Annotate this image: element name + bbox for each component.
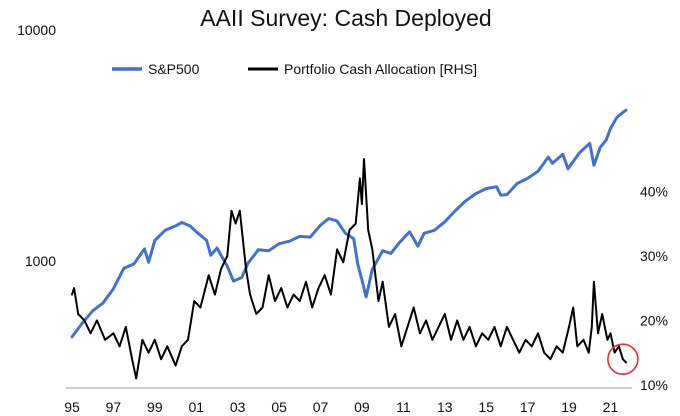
x-tick-label: 05	[271, 399, 287, 415]
left-tick-label: 1000	[25, 253, 56, 269]
x-tick-label: 21	[603, 399, 619, 415]
chart-title: AAII Survey: Cash Deployed	[200, 5, 491, 31]
x-tick-label: 17	[520, 399, 536, 415]
x-tick-label: 09	[354, 399, 370, 415]
legend: S&P500 Portfolio Cash Allocation [RHS]	[112, 61, 477, 77]
x-tick-label: 03	[230, 399, 246, 415]
annotation-layer	[607, 343, 639, 375]
x-tick-label: 07	[313, 399, 329, 415]
right-tick-label: 20%	[640, 312, 668, 328]
x-tick-label: 15	[478, 399, 494, 415]
x-tick-label: 13	[437, 399, 453, 415]
x-axis: 95 97 99 01 03 05 07 09 11 13 15 17 19 21	[64, 387, 632, 415]
right-tick-label: 40%	[640, 183, 668, 199]
x-tick-label: 97	[106, 399, 122, 415]
right-tick-label: 10%	[640, 377, 668, 393]
x-tick-label: 95	[64, 399, 80, 415]
left-axis: 1000 10000	[17, 22, 56, 269]
legend-label-sp500: S&P500	[148, 61, 200, 77]
x-tick-label: 99	[147, 399, 163, 415]
legend-label-cash: Portfolio Cash Allocation [RHS]	[284, 61, 477, 77]
highlight-circle	[607, 343, 639, 375]
x-tick-label: 01	[188, 399, 204, 415]
right-tick-label: 30%	[640, 248, 668, 264]
cash-allocation-line	[71, 158, 627, 380]
left-tick-label: 10000	[17, 22, 56, 38]
x-tick-label: 11	[396, 399, 411, 415]
series-layer	[70, 108, 628, 380]
x-tick-label: 19	[561, 399, 577, 415]
sp500-line	[70, 108, 628, 339]
right-axis: 10% 20% 30% 40%	[640, 183, 668, 393]
